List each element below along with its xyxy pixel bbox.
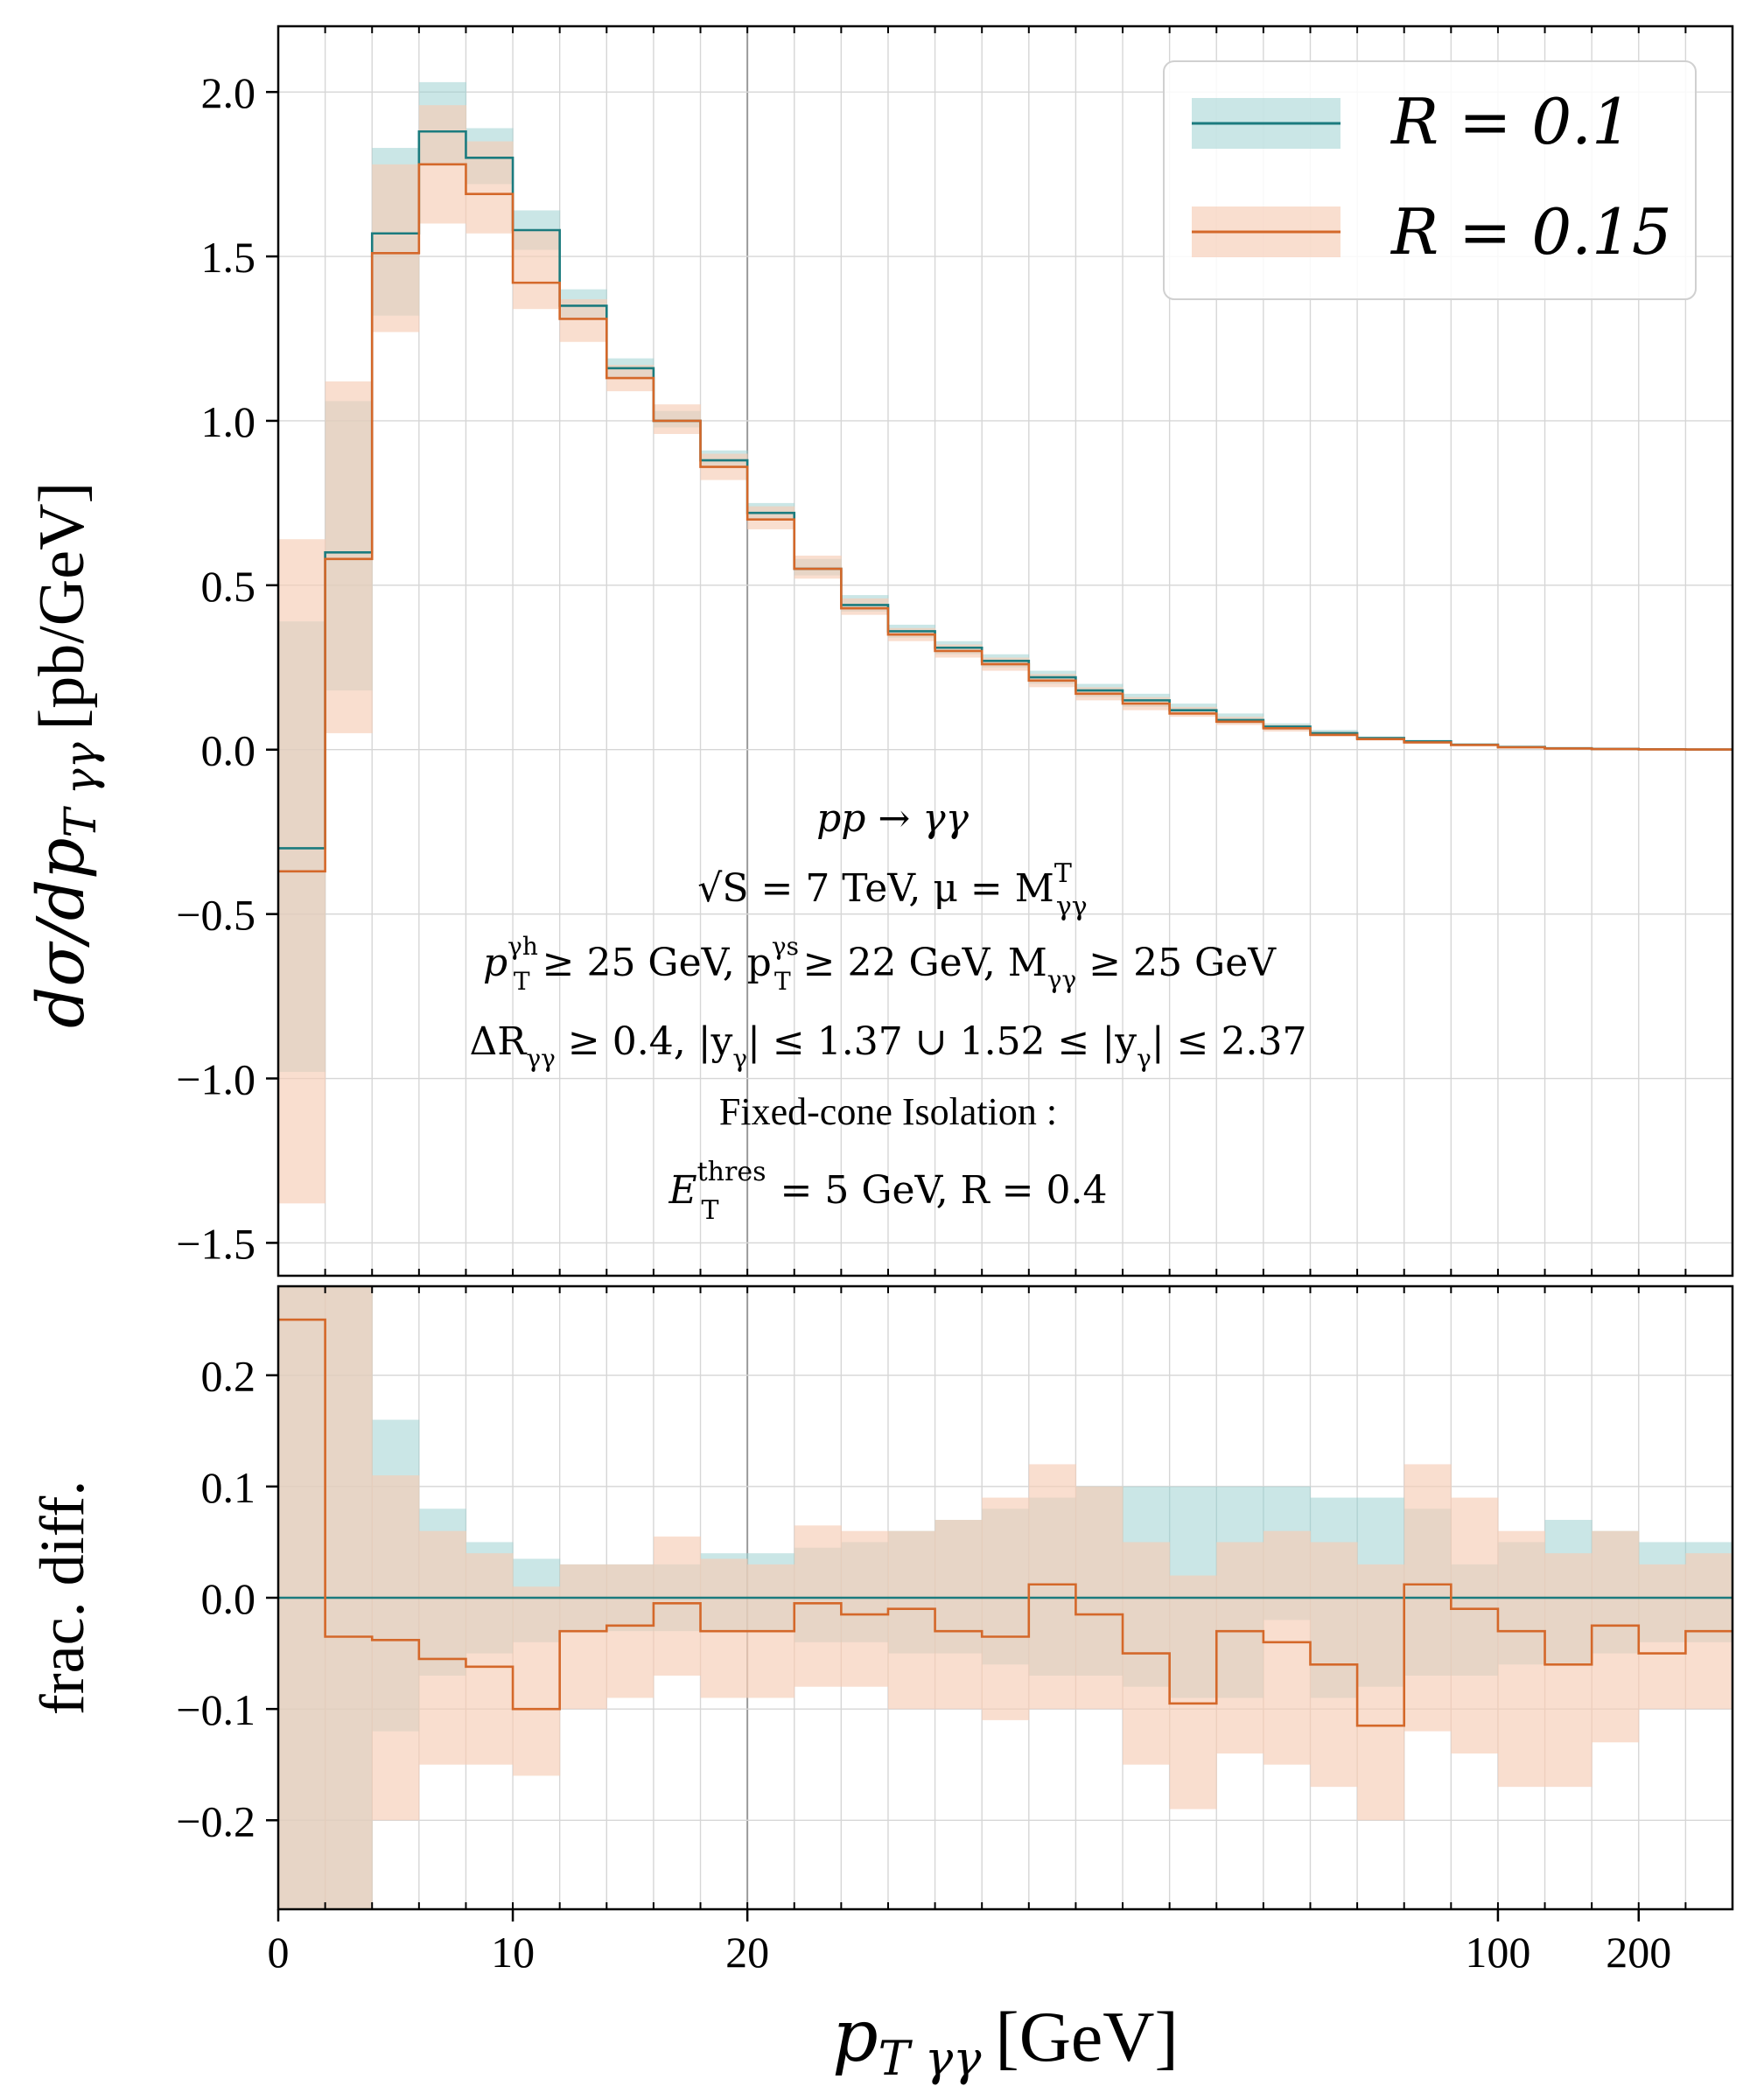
ratio-y-label: frac. diff. — [27, 1480, 97, 1716]
ratio-band-r015 — [982, 1497, 1030, 1720]
ratio-band-r015 — [513, 1586, 561, 1776]
x-tick-label: 0 — [268, 1928, 290, 1977]
ratio-band-r015 — [1028, 1464, 1076, 1710]
main-y-tick-label: 2.0 — [201, 68, 256, 117]
ratio-band-r015 — [1592, 1530, 1640, 1743]
main-y-tick-label: −1.5 — [176, 1219, 256, 1268]
ratio-plot-frame — [276, 1284, 1734, 1911]
ratio-step-line-r015 — [278, 1318, 1732, 1727]
ratio-band-r015 — [606, 1564, 654, 1698]
ratio-band-r015 — [1544, 1553, 1592, 1788]
x-axis-label-unit: [GeV] — [995, 1997, 1178, 2076]
ratio-band-r015 — [700, 1558, 748, 1698]
main-band-r015 — [372, 164, 420, 332]
main-band-r015 — [794, 556, 842, 579]
main-x-ticks — [324, 26, 1687, 1276]
ratio-y-tick-label: 0.2 — [201, 1352, 256, 1401]
main-y-tick-label: 0.0 — [201, 726, 256, 775]
main-band-r015 — [466, 141, 514, 234]
ratio-band-r015 — [559, 1564, 607, 1710]
ratio-y-ticks: 0.2 0.1 0.0 −0.1 −0.2 — [176, 1352, 278, 1845]
x-tick-label: 200 — [1606, 1928, 1671, 1977]
ratio-band-r015 — [372, 1475, 420, 1821]
main-y-tick-label: −0.5 — [176, 891, 256, 940]
ratio-x-ticks: 0 10 20 100 200 — [268, 1286, 1687, 1977]
main-y-ticks: 2.0 1.5 1.0 0.5 0.0 −0.5 −1.0 −1.5 — [176, 68, 278, 1268]
main-y-label-main: dσ/dp — [24, 837, 99, 1028]
x-axis-label-main: p — [832, 1995, 878, 2078]
ratio-y-tick-label: −0.1 — [176, 1685, 256, 1734]
ratio-band-r015 — [1497, 1530, 1546, 1788]
main-plot-frame — [276, 24, 1734, 1278]
legend-label-r015: R = 0.15 — [1390, 195, 1672, 269]
ratio-band-r015 — [841, 1530, 889, 1687]
main-y-tick-label: 0.5 — [201, 562, 256, 611]
annotation-isolation-params: Ethres T = 5 GeV, R = 0.4 — [668, 1157, 1107, 1226]
ratio-band-r015 — [887, 1530, 936, 1710]
main-band-r015 — [747, 506, 795, 529]
main-band-r015 — [513, 229, 561, 310]
x-axis-label: pT γγ [GeV] — [832, 1995, 1179, 2086]
ratio-band-r015 — [934, 1520, 983, 1710]
main-y-tick-label: −1.0 — [176, 1055, 256, 1104]
x-tick-label: 100 — [1465, 1928, 1530, 1977]
main-y-label: dσ/dpT γγ [pb/GeV] — [24, 482, 106, 1028]
ratio-y-tick-label: 0.0 — [201, 1574, 256, 1623]
ratio-band-r015 — [1451, 1497, 1499, 1754]
main-panel: 2.0 1.5 1.0 0.5 0.0 −0.5 −1.0 −1.5 dσ/dpT γγ [pb… — [24, 24, 1734, 1278]
ratio-band-r015 — [1263, 1530, 1311, 1765]
legend: R = 0.1 R = 0.15 — [1163, 60, 1697, 300]
ratio-band-r015 — [1169, 1575, 1217, 1810]
main-y-label-unit: [pb/GeV] — [26, 482, 98, 731]
x-axis-label-sub: T γγ — [878, 2031, 982, 2086]
ratio-y-tick-label: 0.1 — [201, 1463, 256, 1512]
main-y-tick-label: 1.0 — [201, 397, 256, 446]
main-band-r015 — [841, 598, 889, 615]
annotation-cuts-pt: pγh T ≥ 25 GeV, pγs T ≥ 22 GeV, Mγγ ≥ 25 G… — [483, 932, 1277, 996]
ratio-lines — [278, 1318, 1732, 1727]
annotation-cuts-rapidity: ΔRγγ ≥ 0.4, |yγ| ≤ 1.37 ∪ 1.52 ≤ |yγ| ≤ … — [470, 1019, 1307, 1073]
main-band-r015 — [325, 381, 373, 733]
ratio-band-r015 — [1216, 1542, 1264, 1754]
main-lines — [278, 130, 1732, 873]
main-step-line-r015 — [278, 163, 1732, 873]
ratio-panel: 0.2 0.1 0.0 −0.1 −0.2 0 10 20 100 200 frac. diff… — [27, 1284, 1734, 2086]
ratio-y-tick-label: −0.2 — [176, 1796, 256, 1845]
ratio-band-r015 — [653, 1536, 702, 1676]
annotation-isolation-title: Fixed-cone Isolation : — [719, 1090, 1057, 1133]
main-band-r015 — [1169, 706, 1217, 718]
legend-label-r01: R = 0.1 — [1390, 85, 1632, 158]
main-y-tick-label: 1.5 — [201, 233, 256, 282]
ratio-band-r015 — [1638, 1564, 1686, 1710]
main-y-label-sub: T γγ — [55, 742, 106, 837]
annotation-process: pp → γγ — [816, 796, 969, 841]
annotations: pp → γγ √S = 7 TeV, μ = MT γγ pγh T ≥ 25 G… — [470, 796, 1307, 1226]
x-tick-label: 20 — [725, 1928, 769, 1977]
ratio-band-r015 — [418, 1530, 466, 1765]
x-tick-label: 10 — [491, 1928, 535, 1977]
annotation-energy-scale: √S = 7 TeV, μ = MT γγ — [697, 858, 1087, 922]
main-band-r015 — [653, 404, 702, 434]
ratio-band-r015 — [794, 1525, 842, 1687]
ratio-band-r015 — [1357, 1564, 1405, 1821]
ratio-band-r015 — [466, 1553, 514, 1765]
